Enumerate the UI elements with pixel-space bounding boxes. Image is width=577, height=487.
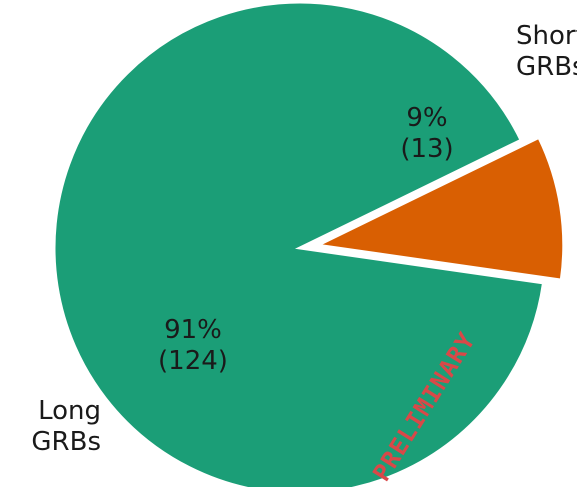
outer-label-short-line1: Short: [516, 21, 577, 51]
slice-percent-long: 91%: [164, 315, 222, 345]
slice-count-short: (13): [400, 134, 453, 164]
pie-slice-short: [312, 135, 566, 282]
outer-label-long-line1: Long: [38, 396, 101, 426]
pie-slice-long: [52, 0, 546, 487]
outer-label-long-line2: GRBs: [31, 427, 101, 457]
slice-percent-short: 9%: [406, 103, 447, 133]
slice-count-long: (124): [158, 346, 228, 376]
outer-label-short-line2: GRBs: [516, 52, 577, 82]
slices-layer: [52, 0, 566, 487]
